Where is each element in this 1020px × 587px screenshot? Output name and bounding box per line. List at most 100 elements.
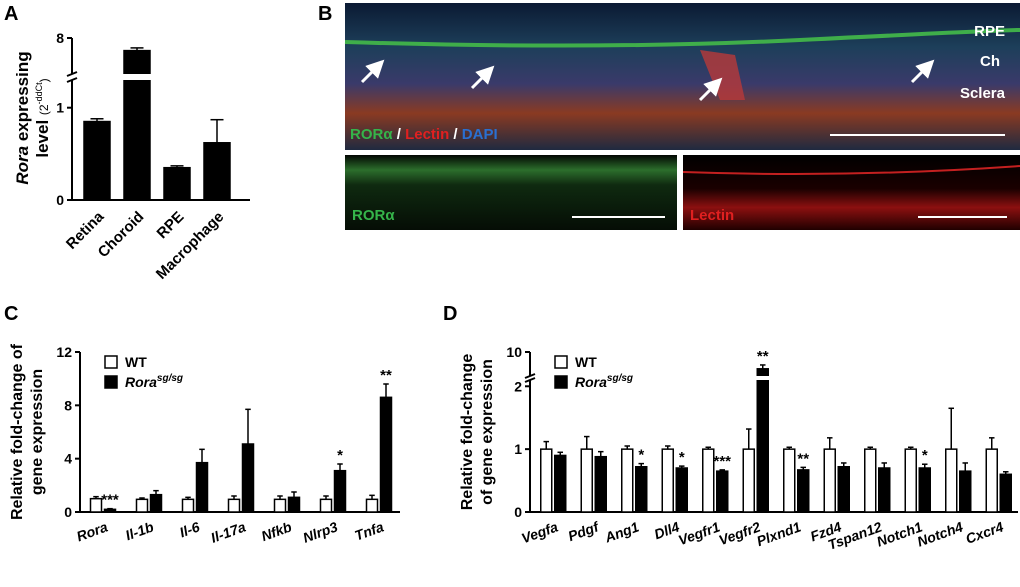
bar bbox=[554, 454, 567, 513]
x-tick-label: Vegfr1 bbox=[676, 518, 722, 548]
axis-break bbox=[66, 71, 78, 77]
panel-letter: A bbox=[4, 3, 18, 25]
bar bbox=[135, 498, 149, 513]
legend-swatch bbox=[104, 355, 118, 369]
bar bbox=[702, 448, 715, 513]
legend-label: WT bbox=[575, 354, 597, 370]
bar bbox=[83, 120, 111, 201]
y-label-unit: ) bbox=[37, 78, 51, 82]
bar bbox=[878, 467, 891, 513]
rpe-layer bbox=[344, 28, 1020, 48]
break-gap bbox=[756, 376, 770, 380]
legend-name: Rora bbox=[575, 374, 607, 390]
bar bbox=[149, 493, 163, 513]
arrow bbox=[360, 59, 385, 84]
axis-break bbox=[524, 373, 536, 379]
arrow bbox=[698, 77, 723, 102]
legend-name: Rora bbox=[125, 374, 157, 390]
image-panel: RPE Ch Sclera RORα / Lectin / DAPI RORα … bbox=[344, 3, 1020, 230]
y-label-unit: (2 bbox=[37, 104, 51, 115]
bar bbox=[540, 448, 553, 513]
y-tick-label: 2 bbox=[514, 378, 522, 394]
x-tick-label: Cxcr4 bbox=[963, 518, 1005, 546]
significance: *** bbox=[713, 453, 731, 470]
layer-label: Ch bbox=[980, 53, 1000, 70]
x-tick-label: Il-17a bbox=[209, 518, 248, 545]
axis-break bbox=[66, 77, 78, 83]
significance: ** bbox=[380, 367, 392, 384]
y-axis-label: Relative fold-change bbox=[459, 354, 476, 511]
bar bbox=[635, 465, 648, 513]
axis-break bbox=[524, 377, 536, 383]
y-axis-label: Relative fold-change of bbox=[9, 343, 26, 520]
x-tick-label: Notch4 bbox=[915, 518, 965, 549]
bar bbox=[716, 470, 729, 513]
panel-letter: D bbox=[443, 303, 457, 325]
legend-name: WT bbox=[125, 354, 147, 370]
legend-label: Rorasg/sg bbox=[575, 373, 633, 390]
y-tick-label: 0 bbox=[514, 504, 522, 520]
x-tick-label: Nfkb bbox=[259, 518, 294, 544]
stain-label: RORα / Lectin / DAPI bbox=[350, 126, 498, 143]
bar bbox=[783, 448, 796, 513]
arrow bbox=[910, 59, 935, 84]
y-label-text: level bbox=[33, 115, 52, 158]
significance: * bbox=[922, 447, 928, 464]
significance: * bbox=[638, 447, 644, 464]
bar bbox=[195, 461, 209, 513]
bar bbox=[333, 469, 347, 513]
bar bbox=[864, 448, 877, 513]
x-tick-label: Pdgf bbox=[566, 518, 602, 544]
x-tick-label: Tnfa bbox=[352, 518, 385, 543]
separator: / bbox=[393, 126, 406, 143]
x-tick-label: Il-1b bbox=[123, 518, 156, 543]
x-tick-label: RPE bbox=[154, 208, 188, 242]
y-label-unit: -ddCt bbox=[34, 82, 44, 105]
y-axis-label: Rora expressing bbox=[13, 51, 32, 184]
legend-name: WT bbox=[575, 354, 597, 370]
y-tick-label: 12 bbox=[56, 344, 72, 360]
bar bbox=[181, 498, 195, 513]
x-tick-label: Il-6 bbox=[177, 518, 202, 540]
bar bbox=[227, 498, 241, 513]
arrow bbox=[470, 65, 495, 90]
y-axis-label: of gene expression bbox=[479, 359, 496, 505]
stain-label: RORα bbox=[352, 207, 395, 224]
bar bbox=[123, 49, 151, 201]
significance: * bbox=[679, 449, 685, 466]
layer-label: RPE bbox=[974, 23, 1005, 40]
bar bbox=[959, 470, 972, 513]
bar bbox=[89, 497, 103, 513]
y-tick-label: 1 bbox=[56, 100, 64, 116]
stain: Lectin bbox=[405, 126, 449, 143]
x-tick-label: Plxnd1 bbox=[754, 518, 803, 549]
bar bbox=[103, 508, 117, 513]
y-label-text: expressing bbox=[13, 51, 32, 146]
bar bbox=[985, 448, 998, 513]
y-label-gene: Rora bbox=[13, 146, 32, 185]
bar bbox=[203, 142, 231, 201]
bar bbox=[163, 166, 191, 201]
bar bbox=[580, 448, 593, 513]
break-gap bbox=[123, 74, 151, 80]
bar bbox=[742, 448, 755, 513]
y-tick-label: 4 bbox=[64, 451, 72, 467]
bar bbox=[319, 498, 333, 513]
x-tick-label: Nlrp3 bbox=[301, 518, 340, 545]
panel-letter: B bbox=[318, 3, 332, 25]
y-axis-label: gene expression bbox=[29, 369, 46, 495]
vessel bbox=[700, 50, 745, 100]
panel-letter: C bbox=[4, 303, 18, 325]
bar bbox=[904, 448, 917, 513]
separator: / bbox=[449, 126, 462, 143]
significance: ** bbox=[797, 450, 809, 467]
stain: RORα bbox=[350, 126, 393, 143]
bar bbox=[945, 448, 958, 513]
bar bbox=[287, 496, 301, 513]
x-tick-label: Ang1 bbox=[602, 518, 642, 545]
y-tick-label: 8 bbox=[64, 397, 72, 413]
green-image bbox=[345, 155, 677, 230]
bar bbox=[837, 465, 850, 513]
bar bbox=[621, 448, 634, 513]
